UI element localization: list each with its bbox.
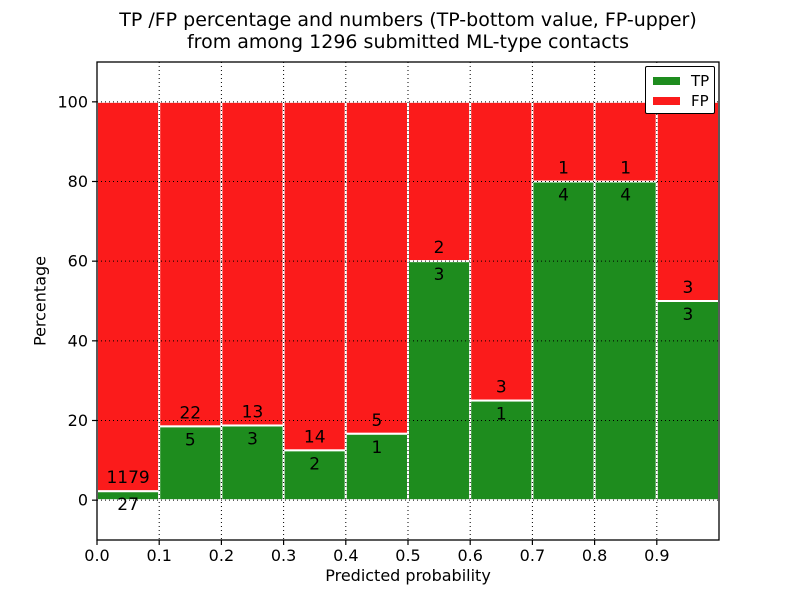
chart-title-line2: from among 1296 submitted ML-type contac…: [186, 31, 630, 53]
x-tick-label: 0.7: [520, 546, 545, 565]
x-tick-label: 0.0: [84, 546, 109, 565]
fp-bar-segment: [469, 100, 534, 402]
y-tick-label: 20: [68, 411, 88, 430]
fp-count-label: 14: [304, 427, 326, 447]
fp-count-label: 22: [179, 403, 201, 423]
fp-legend-swatch: [653, 97, 680, 105]
x-tick-label: 0.3: [271, 546, 296, 565]
fp-count-label: 1179: [106, 468, 149, 488]
fp-count-label: 1: [558, 159, 569, 179]
tp-bar-segment: [531, 180, 596, 502]
tp-count-label: 4: [558, 186, 569, 206]
tp-bar-segment: [655, 300, 720, 502]
tp-count-label: 5: [185, 430, 196, 450]
y-axis-label: Percentage: [30, 255, 50, 347]
chart-title-line1: TP /FP percentage and numbers (TP-bottom…: [119, 9, 697, 31]
x-tick-label: 0.5: [395, 546, 420, 565]
fp-bar-segment: [655, 100, 720, 303]
legend-label-tp: TP: [691, 71, 710, 90]
x-tick-label: 0.8: [582, 546, 607, 565]
y-tick-label: 60: [68, 252, 88, 271]
tp-count-label: 1: [371, 438, 382, 458]
x-tick-label: 0.4: [333, 546, 358, 565]
fp-bar-segment: [96, 100, 161, 493]
tp-bar-segment: [407, 260, 472, 502]
legend-label-fp: FP: [691, 91, 709, 110]
y-tick-label: 40: [68, 331, 88, 350]
x-tick-label: 0.9: [644, 546, 669, 565]
fp-bar-segment: [282, 100, 347, 452]
tp-count-label: 3: [434, 265, 445, 285]
x-axis-label: Predicted probability: [325, 566, 491, 585]
tp-count-label: 2: [309, 454, 320, 474]
tp-count-label: 27: [117, 495, 139, 515]
tp-count-label: 3: [247, 429, 258, 449]
fp-count-label: 13: [242, 402, 264, 422]
y-tick-label: 80: [68, 172, 88, 191]
fp-count-label: 3: [496, 378, 507, 398]
tp-bar-segment: [220, 424, 285, 502]
legend-entry-tp: TP: [653, 72, 714, 90]
y-tick-label: 100: [57, 92, 88, 111]
fp-count-label: 2: [434, 238, 445, 258]
legend-entry-fp: FP: [653, 92, 714, 110]
tp-count-label: 3: [682, 305, 693, 325]
x-tick-label: 0.6: [457, 546, 482, 565]
x-tick-label: 0.1: [146, 546, 171, 565]
tp-bar-segment: [158, 425, 223, 502]
fp-count-label: 5: [371, 411, 382, 431]
fp-bar-segment: [220, 100, 285, 427]
fp-count-label: 1: [620, 159, 631, 179]
fp-bar-segment: [593, 100, 658, 183]
tp-bar-segment: [282, 449, 347, 502]
tp-count-label: 4: [620, 186, 631, 206]
fp-count-label: 3: [682, 278, 693, 298]
y-tick-label: 0: [78, 491, 88, 510]
x-tick-label: 0.2: [209, 546, 234, 565]
tp-count-label: 1: [496, 405, 507, 425]
fp-bar-segment: [344, 100, 409, 435]
tp-legend-swatch: [653, 77, 680, 85]
legend: TP FP: [645, 66, 715, 114]
chart-title: TP /FP percentage and numbers (TP-bottom…: [97, 9, 719, 53]
fp-bar-segment: [158, 100, 223, 428]
